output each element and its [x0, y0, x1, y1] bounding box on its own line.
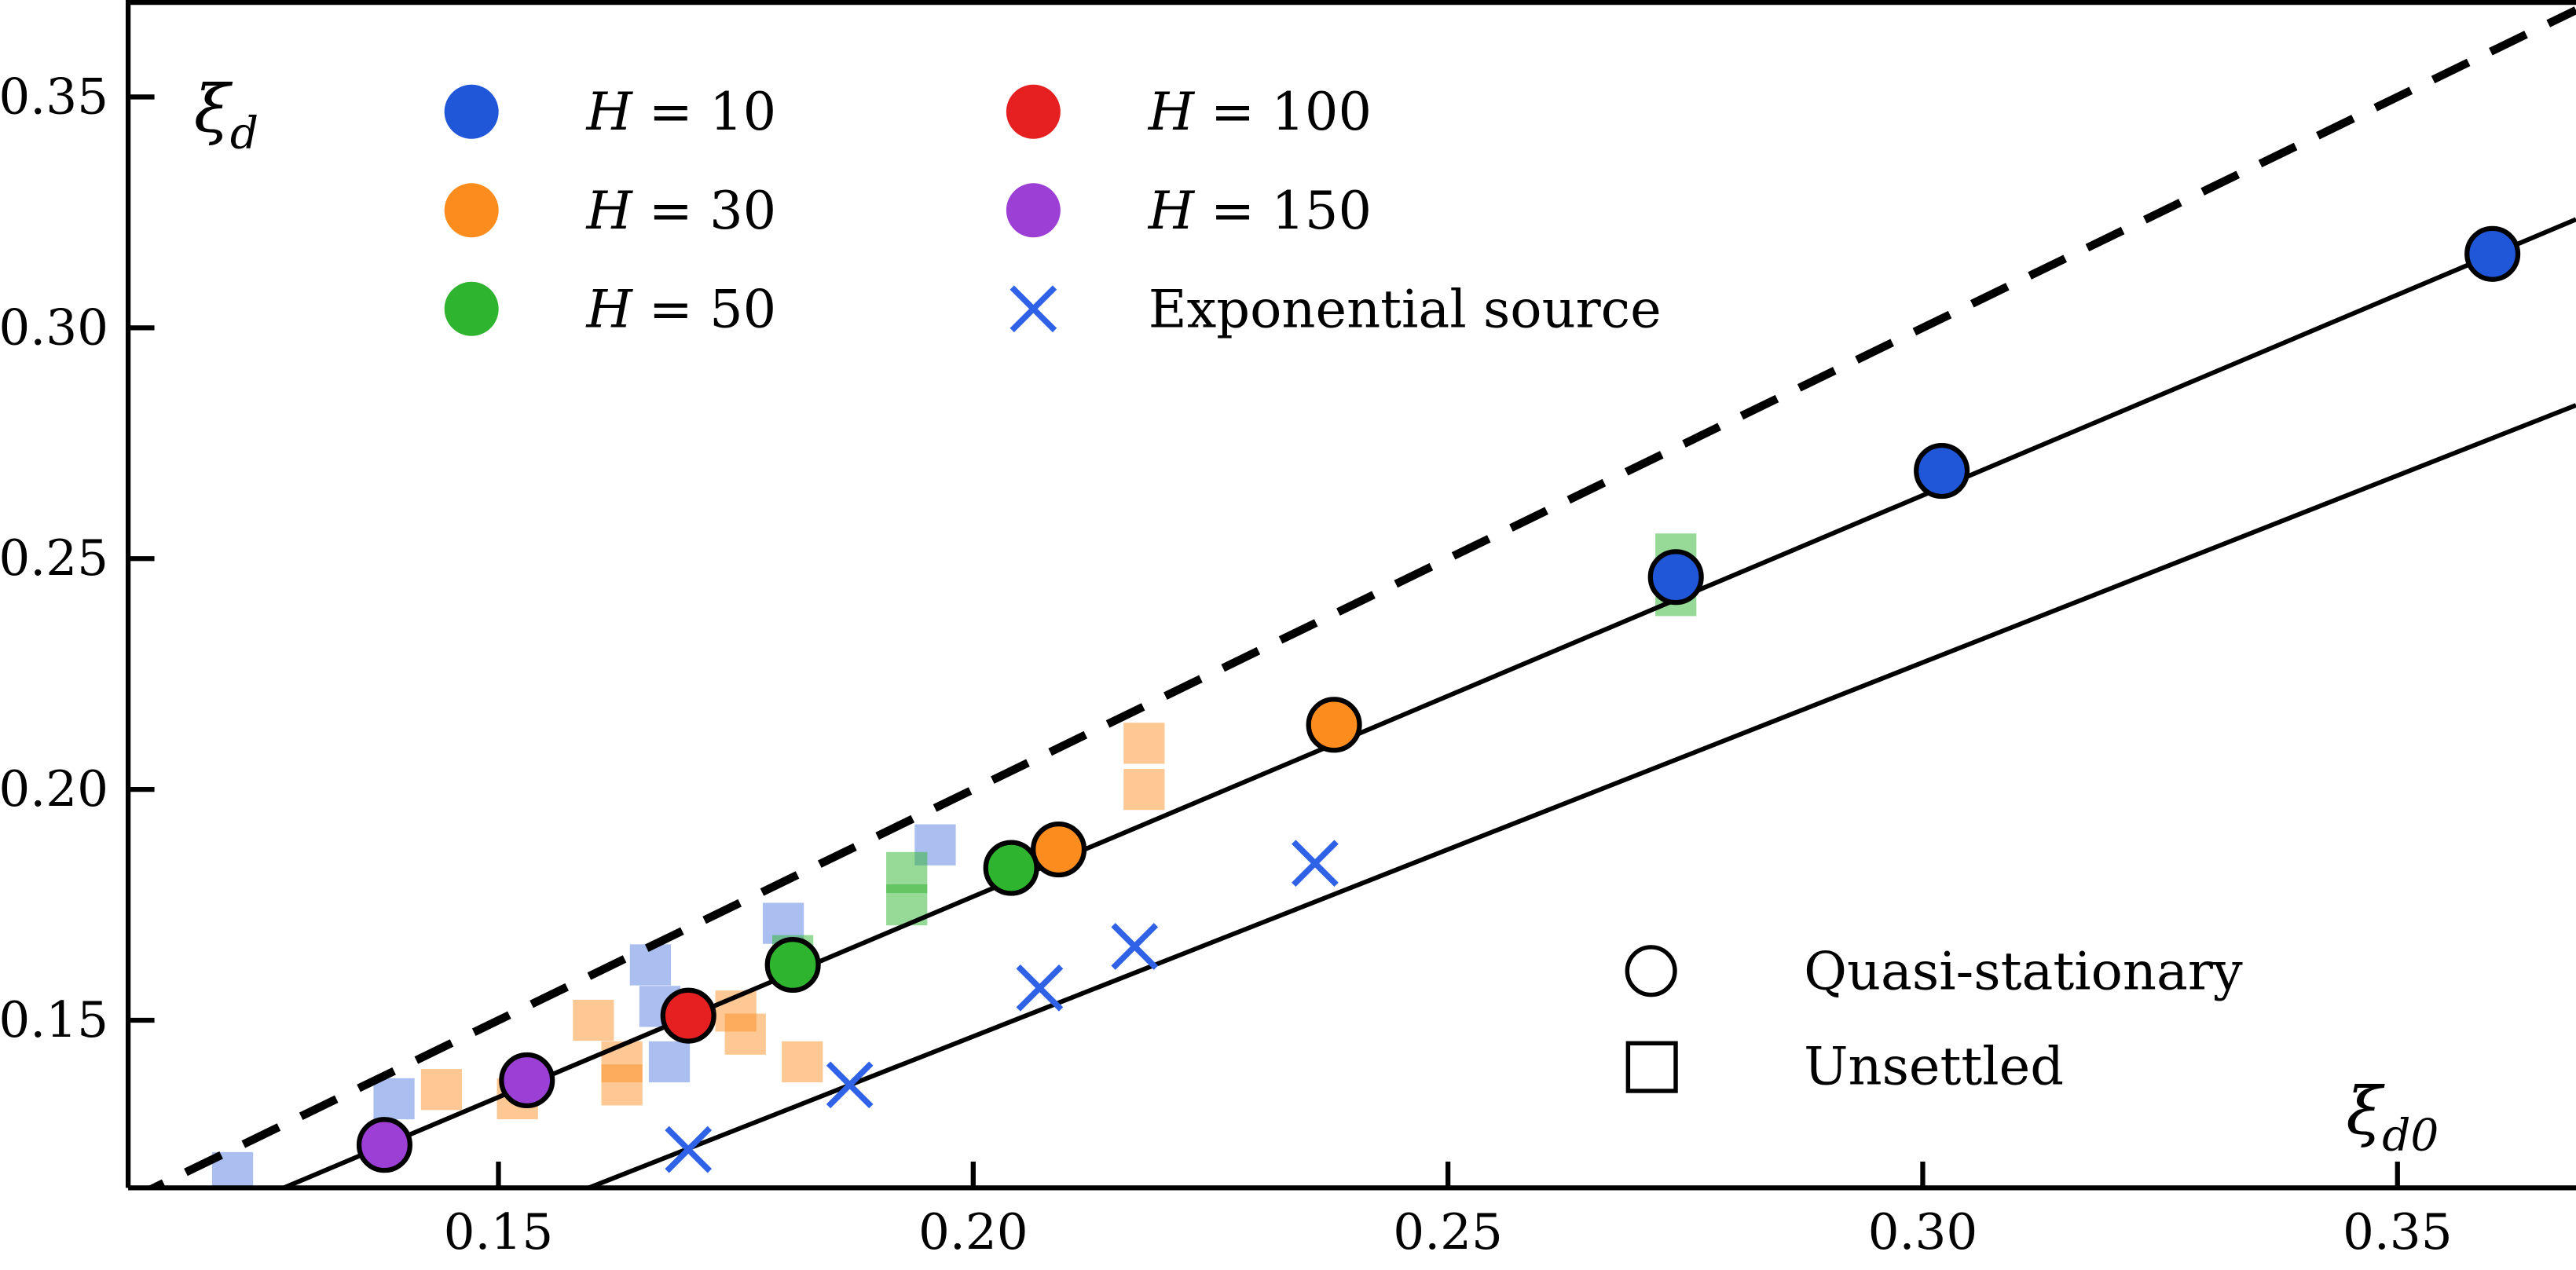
legend-marker-h150-icon: [1006, 183, 1061, 238]
legend-label-h50: H = 50: [585, 278, 777, 339]
legend-label-unsettled: Unsettled: [1804, 1036, 2064, 1097]
y-tick-label: 0.20: [0, 760, 108, 818]
identity-dashed-line: [144, 6, 2576, 1188]
unsettled-square-point: [1123, 723, 1165, 764]
x-marker-stroke: [1016, 964, 1064, 1012]
unsettled-square-point: [373, 1078, 415, 1120]
quasi-stationary-point: [356, 1117, 412, 1173]
exponential-source-point: [665, 1125, 713, 1173]
x-tick-label: 0.15: [444, 1203, 554, 1261]
unsettled-square-point: [420, 1069, 463, 1111]
unsettled-square-point: [648, 1041, 691, 1083]
legend-marker-h50-icon: [444, 281, 499, 336]
legend-label-h100: H = 100: [1147, 81, 1372, 142]
unsettled-square-point: [629, 944, 672, 986]
legend-label-exponential: Exponential source: [1149, 278, 1662, 339]
y-tick-label: 0.15: [0, 991, 108, 1049]
unsettled-square-icon: [1625, 1041, 1678, 1093]
x-marker-stroke: [1111, 923, 1159, 970]
y-tick-label: 0.25: [0, 529, 108, 587]
legend-marker-h30-icon: [444, 183, 499, 238]
exponential-source-point: [1111, 923, 1159, 970]
x-marker-stroke: [665, 1125, 713, 1173]
exponential-source-point: [1292, 840, 1339, 888]
quasi-stationary-point: [983, 840, 1039, 896]
quasi-stationary-point: [1306, 697, 1362, 753]
x-tick-label: 0.30: [1868, 1203, 1978, 1261]
legend-label-quasi-stationary: Quasi-stationary: [1804, 940, 2243, 1001]
quasi-stationary-point: [1031, 821, 1087, 878]
x-axis-label: ξd0: [2346, 1072, 2439, 1161]
quasi-stationary-point: [660, 987, 716, 1044]
y-axis-label: ξd: [194, 70, 258, 159]
y-tick-label: 0.35: [0, 68, 108, 125]
data-layer: [144, 6, 2576, 1188]
quasi-stationary-circle-icon: [1625, 945, 1677, 997]
quasi-stationary-point: [499, 1052, 555, 1109]
x-tick-label: 0.35: [2343, 1203, 2453, 1261]
quasi-stationary-point: [764, 936, 821, 994]
x-marker-stroke: [1292, 840, 1339, 888]
legend-label-h150: H = 150: [1147, 180, 1372, 241]
unsettled-square-point: [724, 1013, 766, 1055]
legend-main: H = 10 H = 30 H = 50 H = 100 H = 150 Exponent…: [444, 81, 1662, 339]
x-tick-label: 0.25: [1393, 1203, 1503, 1261]
x-tick-label: 0.20: [918, 1203, 1028, 1261]
y-tick-label: 0.30: [0, 298, 108, 356]
legend-label-h30: H = 30: [585, 180, 777, 241]
legend-marker-styles: Quasi-stationary Unsettled: [1625, 940, 2243, 1097]
legend-marker-h10-icon: [444, 84, 499, 139]
quasi-stationary-point: [2464, 225, 2521, 282]
legend-marker-h100-icon: [1006, 84, 1061, 139]
exponential-source-point: [826, 1061, 874, 1109]
x-marker-stroke: [826, 1061, 874, 1109]
unsettled-square-point: [601, 1041, 643, 1083]
unsettled-square-point: [1123, 768, 1165, 811]
legend-label-h10: H = 10: [585, 81, 777, 142]
unsettled-square-point: [573, 999, 614, 1041]
exponential-fit-line: [582, 403, 2576, 1188]
unsettled-square-point: [601, 1064, 643, 1106]
unsettled-square-point: [782, 1041, 823, 1083]
exponential-source-point: [1016, 964, 1064, 1012]
quasi-stationary-point: [1647, 549, 1704, 606]
legend-marker-exponential-x-icon: [1010, 285, 1057, 333]
quasi-stationary-point: [1914, 442, 1970, 500]
